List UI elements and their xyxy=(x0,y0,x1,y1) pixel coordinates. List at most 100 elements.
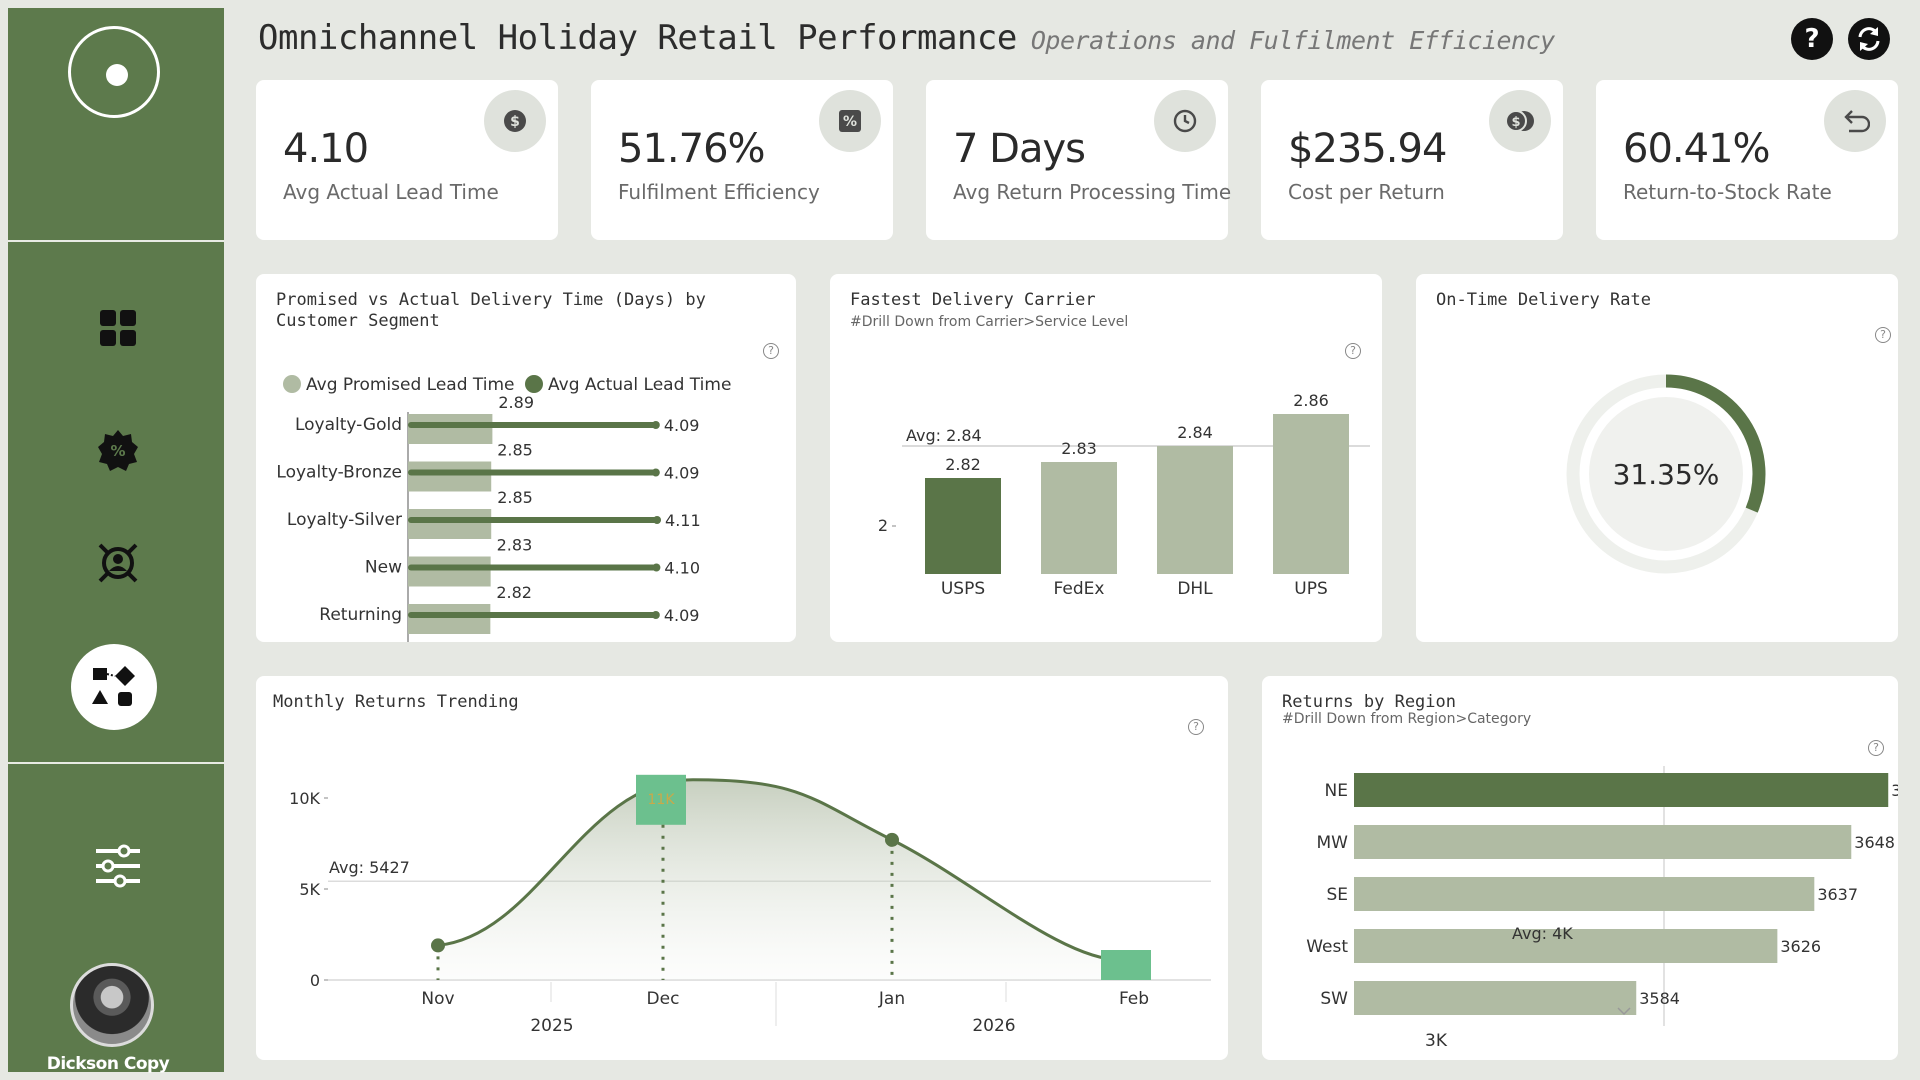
customer-network-icon[interactable] xyxy=(78,523,158,603)
scroll-down-icon xyxy=(1617,1007,1631,1016)
avatar[interactable] xyxy=(70,963,154,1047)
user-name: Dickson Copy xyxy=(46,1054,170,1074)
category-label: NE xyxy=(1325,781,1348,801)
monthly-returns-chart: 10K 5K 0 Avg: 5427 11K Nov Dec Jan Feb 2025 2026 xyxy=(289,774,1211,1036)
chart-title: Promised vs Actual Delivery Time (Days) … xyxy=(276,290,706,331)
info-icon[interactable]: ? xyxy=(1875,327,1891,343)
x-tick-label: Feb xyxy=(1119,989,1149,1009)
category-label: Loyalty-Silver xyxy=(287,510,402,530)
kpi-label: Fulfilment Efficiency xyxy=(618,180,820,204)
svg-text:$: $ xyxy=(510,114,520,130)
bar-west xyxy=(1354,929,1778,963)
data-label: 2.82 xyxy=(945,455,981,474)
data-label-promised: 2.85 xyxy=(497,488,533,507)
data-label-actual: 4.11 xyxy=(665,511,701,530)
data-label-promised: 2.83 xyxy=(497,536,533,555)
bar-actual-end xyxy=(651,421,660,429)
category-label: Loyalty-Bronze xyxy=(276,463,402,483)
filter-sliders-icon[interactable] xyxy=(78,826,158,906)
data-label: 3626 xyxy=(1780,937,1821,956)
kpi-card-return-time[interactable]: 7 Days Avg Return Processing Time xyxy=(926,80,1231,240)
category-label: SW xyxy=(1320,989,1348,1009)
info-icon[interactable]: ? xyxy=(1868,740,1884,756)
legend-label-actual: Avg Actual Lead Time xyxy=(548,375,731,395)
bar-actual xyxy=(408,517,658,523)
kpi-value: 7 Days xyxy=(953,126,1086,172)
chart-title: Fastest Delivery Carrier xyxy=(850,290,1096,310)
kpi-card-fulfilment[interactable]: 51.76% Fulfilment Efficiency % xyxy=(591,80,893,240)
info-icon[interactable]: ? xyxy=(1188,719,1204,735)
coin-icon: $ xyxy=(484,90,546,152)
x-tick-label: Jan xyxy=(878,989,905,1009)
kpi-label: Cost per Return xyxy=(1288,180,1445,204)
x-tick-label: Nov xyxy=(421,989,454,1009)
category-label: Loyalty-Gold xyxy=(295,415,402,435)
data-label-actual: 4.09 xyxy=(664,606,700,625)
chart-title: Returns by Region xyxy=(1282,692,1456,712)
coins-icon: $ xyxy=(1489,90,1551,152)
chart-title: Monthly Returns Trending xyxy=(273,692,519,712)
bar-actual-end xyxy=(653,516,662,524)
on-time-panel: On-Time Delivery Rate ? 31.35% xyxy=(1416,274,1898,642)
bar-promised xyxy=(408,461,492,492)
segment-lead-time-panel: Promised vs Actual Delivery Time (Days) … xyxy=(256,274,796,642)
bar-actual xyxy=(408,469,656,476)
page-subtitle: Operations and Fulfilment Efficiency xyxy=(1030,26,1555,55)
bar-dhl xyxy=(1157,446,1233,574)
page-header: Omnichannel Holiday Retail Performance O… xyxy=(258,18,1555,68)
bar-promised xyxy=(408,556,491,587)
info-icon[interactable]: ? xyxy=(763,343,779,359)
kpi-card-cost-per-return[interactable]: $235.94 Cost per Return $ xyxy=(1261,80,1563,240)
clock-icon xyxy=(1154,90,1216,152)
category-label: FedEx xyxy=(1054,579,1105,599)
sidebar-divider xyxy=(8,240,224,242)
kpi-card-return-to-stock[interactable]: 60.41% Return-to-Stock Rate xyxy=(1596,80,1898,240)
bar-actual xyxy=(408,612,656,618)
data-label-actual: 4.09 xyxy=(664,416,700,435)
data-point-feb-highlight xyxy=(1101,950,1151,980)
monthly-returns-panel: Monthly Returns Trending ? 10K 5K 0 Avg: 54… xyxy=(256,676,1228,1060)
bar-usps xyxy=(925,478,1001,574)
refresh-icon xyxy=(1858,27,1880,51)
bar-mw xyxy=(1354,825,1852,859)
app-logo-icon[interactable] xyxy=(68,26,160,118)
legend-swatch-actual xyxy=(525,375,543,393)
bar-actual xyxy=(408,422,656,428)
bar-actual xyxy=(408,564,657,571)
kpi-label: Avg Actual Lead Time xyxy=(283,180,499,204)
category-label: UPS xyxy=(1294,579,1328,599)
data-label: 3659 xyxy=(1891,781,1898,800)
kpi-label: Return-to-Stock Rate xyxy=(1623,180,1832,204)
category-label: New xyxy=(365,558,402,578)
discount-badge-icon[interactable]: % xyxy=(78,410,158,490)
region-returns-panel: Returns by Region #Drill Down from Regio… xyxy=(1262,676,1898,1060)
data-label: 3637 xyxy=(1817,885,1858,904)
kpi-card-lead-time[interactable]: 4.10 Avg Actual Lead Time $ xyxy=(256,80,558,240)
process-shapes-icon[interactable] xyxy=(71,644,157,730)
y-tick-label: 2 xyxy=(878,516,888,535)
data-label-actual: 4.10 xyxy=(664,559,700,578)
legend-swatch-promised xyxy=(283,375,301,393)
y-tick-label: 5K xyxy=(299,880,320,899)
help-button[interactable]: ? xyxy=(1791,18,1833,60)
refresh-button[interactable] xyxy=(1848,18,1890,60)
on-time-donut-chart: 31.35% xyxy=(1566,374,1766,574)
donut-value-arc xyxy=(1665,374,1766,513)
kpi-value: 51.76% xyxy=(618,126,766,172)
info-icon[interactable]: ? xyxy=(1345,343,1361,359)
category-label: DHL xyxy=(1177,579,1213,599)
data-label-promised: 2.89 xyxy=(498,393,534,412)
legend-label-promised: Avg Promised Lead Time xyxy=(306,375,515,395)
bar-sw xyxy=(1354,981,1637,1015)
kpi-value: 4.10 xyxy=(283,126,369,172)
chart-subtitle: #Drill Down from Carrier>Service Level xyxy=(850,314,1129,330)
data-label: 2.86 xyxy=(1293,391,1329,410)
kpi-value: $235.94 xyxy=(1288,126,1447,172)
kpi-value: 60.41% xyxy=(1623,126,1771,172)
average-label: Avg: 2.84 xyxy=(906,426,982,445)
dashboard-grid-icon[interactable] xyxy=(78,288,158,368)
data-label: 3584 xyxy=(1639,989,1680,1008)
svg-text:%: % xyxy=(843,114,857,130)
data-label-actual: 4.09 xyxy=(664,464,700,483)
bar-ups xyxy=(1273,414,1349,574)
